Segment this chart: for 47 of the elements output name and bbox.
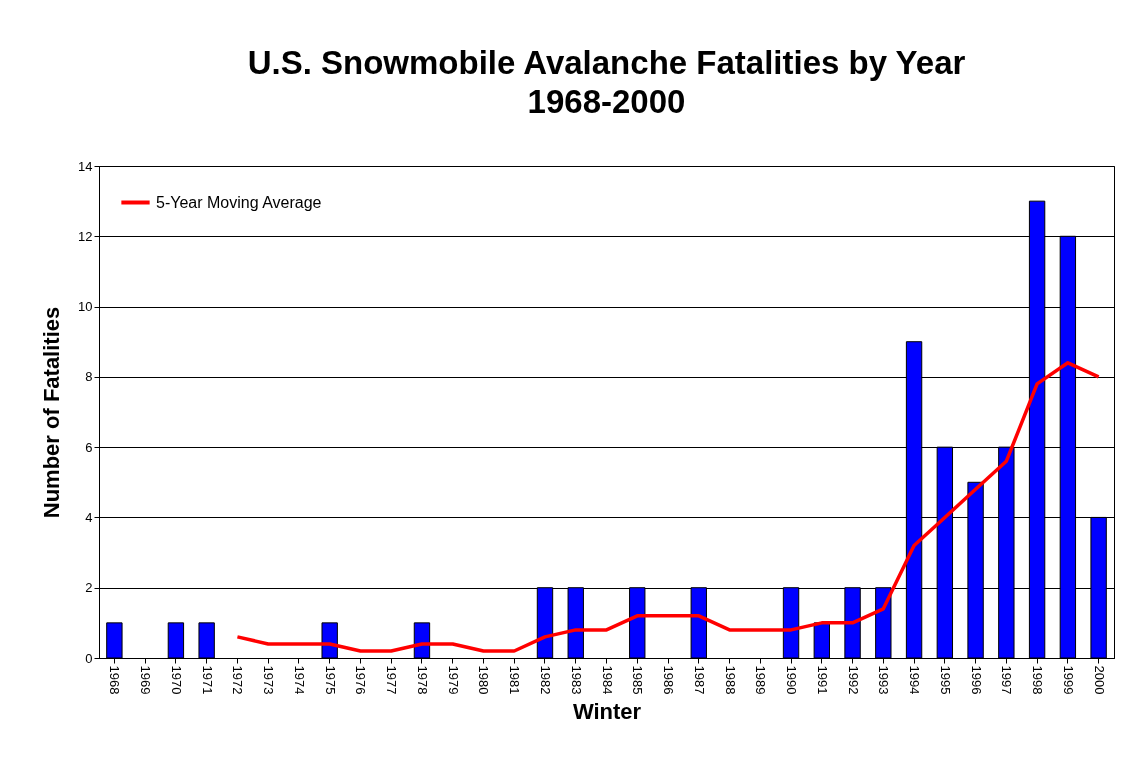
chart-subtitle: 1968-2000 (527, 83, 686, 120)
x-tick-label: 1990 (784, 665, 800, 695)
x-tick-label: 1986 (661, 665, 677, 695)
x-tick-label: 1974 (291, 665, 307, 695)
y-tick-label: 4 (85, 509, 93, 525)
x-tick-label: 1994 (907, 665, 923, 695)
x-tick-label: 1998 (1030, 665, 1046, 695)
x-tick-label: 1982 (537, 665, 553, 695)
x-tick-label: 1997 (999, 665, 1015, 695)
x-tick-label: 2000 (1091, 665, 1107, 695)
x-tick-label: 1969 (138, 665, 154, 695)
x-tick-label: 1987 (691, 665, 707, 695)
y-tick-label: 12 (78, 228, 93, 244)
x-tick-label: 1981 (507, 665, 523, 695)
x-tick-label: 1993 (876, 665, 892, 695)
x-tick-label: 1996 (968, 665, 984, 695)
y-tick-label: 8 (85, 369, 93, 385)
x-tick-label: 1970 (168, 665, 184, 695)
x-axis-title: Winter (572, 699, 642, 725)
x-tick-label: 1971 (199, 665, 215, 695)
y-tick-label: 0 (85, 650, 93, 666)
x-tick-label: 1975 (322, 665, 338, 695)
x-tick-label: 1972 (230, 665, 246, 695)
x-tick-label: 1999 (1060, 665, 1076, 695)
x-tick-label: 1968 (107, 665, 123, 695)
y-tick-label: 14 (78, 158, 93, 174)
x-tick-label: 1977 (384, 665, 400, 695)
x-tick-label: 1992 (845, 665, 861, 695)
x-tick-label: 1985 (630, 665, 646, 695)
y-tick-label: 2 (85, 580, 93, 596)
x-tick-label: 1979 (445, 665, 461, 695)
x-tick-label: 1983 (568, 665, 584, 695)
y-tick-label: 6 (85, 439, 93, 455)
x-tick-label: 1991 (814, 665, 830, 695)
chart-title: U.S. Snowmobile Avalanche Fatalities by Year (247, 44, 966, 81)
x-tick-label: 1976 (353, 665, 369, 695)
y-tick-label: 10 (78, 299, 93, 315)
x-tick-label: 1995 (937, 665, 953, 695)
legend-label: 5-Year Moving Average (156, 193, 322, 211)
line-series (235, 361, 1101, 653)
x-tick-label: 1989 (753, 665, 769, 695)
x-tick-label: 1984 (599, 665, 615, 695)
x-tick-label: 1980 (476, 665, 492, 695)
y-axis-title: Number of Fatalities (39, 306, 65, 519)
x-tick-label: 1988 (722, 665, 738, 695)
x-tick-label: 1973 (261, 665, 277, 695)
x-tick-label: 1978 (414, 665, 430, 695)
